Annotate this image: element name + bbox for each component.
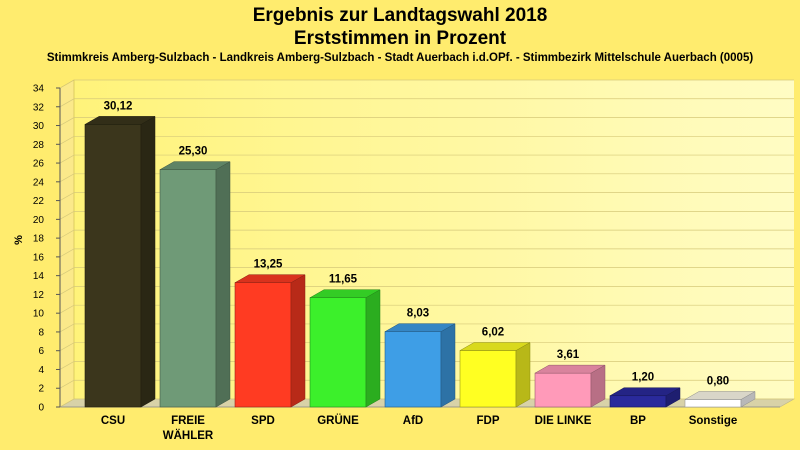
gridline [59,267,794,276]
bar [534,364,606,408]
bar-side [140,115,156,408]
y-tick-label: 8 [38,327,44,338]
bar [384,323,456,408]
y-tick-label: 34 [33,84,45,95]
y-axis-label: % [13,235,25,245]
gridline [59,342,794,352]
y-tick-label: 18 [33,234,45,245]
x-tick-label: CSU [101,415,125,427]
x-tick-label: FDP [477,415,500,427]
y-tick-label: 10 [33,309,45,320]
bar [684,391,756,408]
gridline [59,323,794,333]
y-tick-label: 20 [33,215,45,226]
y-tick-label: 0 [38,403,44,414]
bar-side [365,289,381,408]
gridline [59,79,794,89]
y-tick-label: 32 [33,102,45,113]
gridline [59,98,794,108]
bar-front [384,331,442,408]
data-label: 6,02 [482,327,504,339]
bar [159,161,231,408]
data-label: 8,03 [407,308,429,320]
y-tick-label: 22 [33,196,45,207]
data-label: 11,65 [329,274,358,286]
gridline [59,154,794,164]
x-tick-label: SPD [251,415,275,427]
x-tick-label: FREIE WÄHLER [163,415,214,442]
bar-top [684,391,756,400]
bar-front [84,124,142,408]
bar-top [159,161,231,170]
x-tick-label: BP [630,415,646,427]
bar-side [515,342,531,408]
gridline [59,192,794,201]
data-label: 30,12 [104,100,133,112]
bar [84,115,156,408]
bar [234,274,306,408]
bar-front [684,399,742,408]
bar-top [309,289,381,298]
gridline [59,229,794,239]
bar-front [309,297,367,408]
y-tick-label: 2 [38,384,44,395]
y-tick-label: 6 [38,346,44,357]
bar-front [534,372,592,408]
y-tick-label: 26 [33,159,45,170]
data-label: 3,61 [557,349,580,361]
bar-front [459,350,517,408]
gridline [59,286,794,295]
y-tick-label: 12 [33,290,45,301]
y-tick-label: 24 [33,177,45,188]
gridline [59,117,794,126]
chart-subtitle: Stimmkreis Amberg-Sulzbach - Landkreis A… [46,52,754,64]
x-tick-label: GRÜNE [317,414,359,427]
gridline [59,304,794,314]
bar [459,342,531,408]
data-label: 13,25 [254,259,283,271]
gridline [59,211,794,220]
bar-top [384,323,456,332]
gridline [59,248,794,258]
gridline [59,361,794,370]
bar-top [534,364,606,374]
data-label: 1,20 [632,372,654,384]
y-tick-label: 16 [33,252,45,263]
bar-front [159,169,217,408]
bar-top [234,274,306,283]
title-line-2: Erststimmen in Prozent [293,28,507,49]
x-tick-label: Sonstige [689,415,738,427]
bar-front [234,282,292,408]
data-label: 0,80 [707,375,729,387]
title-line-1: Ergebnis zur Landtagswahl 2018 [252,5,548,26]
x-tick-label: DIE LINKE [535,415,592,427]
gridline [59,135,794,145]
y-tick-label: 4 [38,365,44,376]
y-tick-label: 30 [33,121,45,132]
bar-side [215,161,231,408]
y-tick-label: 28 [33,140,45,151]
data-label: 25,30 [179,146,208,158]
gridline [59,173,794,183]
bar-top [459,342,531,351]
bar [309,289,381,408]
chart-title: Ergebnis zur Landtagswahl 2018 Erststimm… [0,4,800,50]
bar-side [440,323,456,408]
bar [609,387,681,408]
bar-front [609,395,667,408]
y-tick-label: 14 [33,271,45,282]
plot-side-wall [59,79,75,408]
x-tick-label: AfD [403,415,423,427]
bar-side [290,274,306,408]
bar-top [84,116,156,125]
bar-top [609,387,681,396]
